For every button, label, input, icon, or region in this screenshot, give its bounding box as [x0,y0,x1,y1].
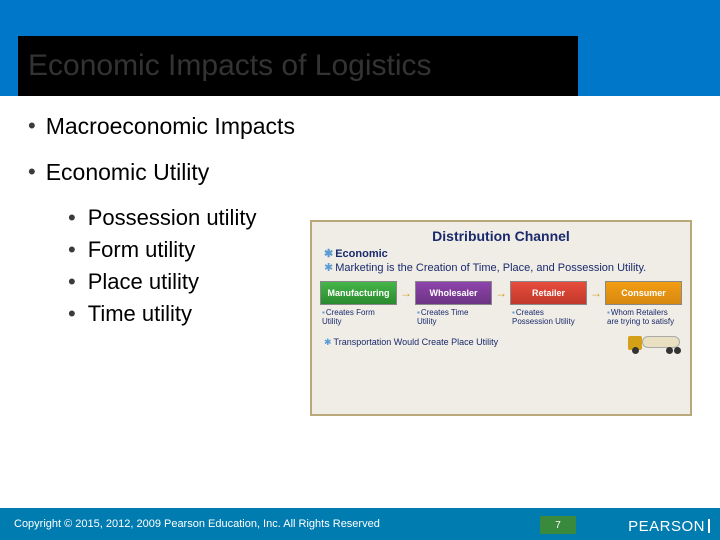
bullet-text: Place utility [88,268,199,296]
cap-retailer: ▪Creates Possession Utility [510,307,587,327]
square-icon: ▪ [607,308,610,317]
bullet-icon: • [28,112,36,140]
star-icon: ✱ [324,248,333,260]
bullet-macro: • Macroeconomic Impacts [28,112,692,140]
pearson-logo: PEARSON [628,518,710,535]
star-icon: ✱ [324,262,333,274]
truck-icon [628,330,682,354]
diagram-economic: ✱Economic [324,248,682,261]
bullet-text: Possession utility [88,204,257,232]
diagram-economic-text: Economic [335,248,388,260]
star-icon: ✱ [324,337,332,347]
slide-title: Economic Impacts of Logistics [28,49,432,83]
bullet-text: Form utility [88,236,196,264]
cap-wholesaler: ▪Creates Time Utility [415,307,492,327]
bullet-text: Time utility [88,300,192,328]
footer-bar: Copyright © 2015, 2012, 2009 Pearson Edu… [0,508,720,540]
arrow-icon: → [587,281,605,305]
diagram-marketing: ✱Marketing is the Creation of Time, Plac… [324,262,682,275]
bullet-text: Economic Utility [46,158,210,186]
flow-manufacturing: Manufacturing [320,281,397,305]
transport-row: ✱Transportation Would Create Place Utili… [320,330,682,354]
diagram-title: Distribution Channel [320,228,682,244]
caption-row: ▪Creates Form Utility ▪Creates Time Util… [320,307,682,327]
square-icon: ▪ [417,308,420,317]
cap-consumer: ▪Whom Retailers are trying to satisfy [605,307,682,327]
flow-row: Manufacturing → Wholesaler → Retailer → … [320,281,682,305]
flow-consumer: Consumer [605,281,682,305]
bullet-icon: • [68,204,76,232]
bullet-icon: • [68,236,76,264]
square-icon: ▪ [512,308,515,317]
cap-manufacturing: ▪Creates Form Utility [320,307,397,327]
bullet-text: Macroeconomic Impacts [46,112,295,140]
arrow-icon: → [492,281,510,305]
arrow-icon: → [397,281,415,305]
bullet-icon: • [68,300,76,328]
copyright-text: Copyright © 2015, 2012, 2009 Pearson Edu… [14,518,380,530]
transport-text: ✱Transportation Would Create Place Utili… [324,337,498,348]
flow-wholesaler: Wholesaler [415,281,492,305]
bullet-icon: • [68,268,76,296]
title-container: Economic Impacts of Logistics [18,36,578,96]
bullet-utility: • Economic Utility [28,158,692,186]
diagram-marketing-text: Marketing is the Creation of Time, Place… [335,262,646,274]
flow-retailer: Retailer [510,281,587,305]
distribution-channel-diagram: Distribution Channel ✱Economic ✱Marketin… [310,220,692,416]
square-icon: ▪ [322,308,325,317]
bullet-icon: • [28,158,36,186]
page-number-badge: 7 [540,516,576,534]
